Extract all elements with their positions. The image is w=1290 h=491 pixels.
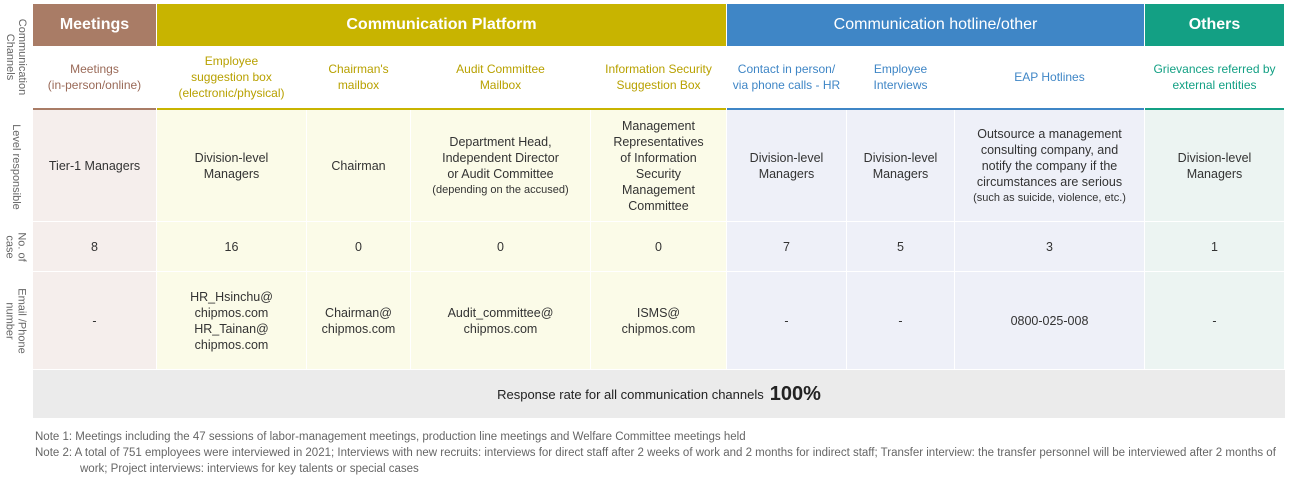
note-1: Note 1: Meetings including the 47 sessio… — [35, 431, 746, 443]
case-count: 16 — [157, 222, 306, 271]
group-header-communication-platform: Communication Platform — [157, 4, 726, 46]
row-label-cases: No. of case — [3, 232, 28, 262]
level-text: Division-level Managers — [1177, 150, 1252, 181]
case-count: 0 — [307, 222, 410, 271]
row-label-level: Level responsible — [10, 124, 22, 210]
contact-info: - — [1145, 272, 1284, 369]
case-count: 1 — [1145, 222, 1284, 271]
level-text: Outsource a management consulting compan… — [976, 126, 1123, 189]
response-rate-label: Response rate for all communication chan… — [497, 386, 764, 402]
case-count: 8 — [33, 222, 156, 271]
channel-name: Employee suggestion box (electronic/phys… — [178, 53, 285, 100]
response-rate-value: 100% — [769, 382, 821, 405]
channel-name: Chairman's mailbox — [328, 61, 389, 92]
level-responsible: Division-level Managers — [727, 110, 846, 221]
level-responsible: Management Representatives of Informatio… — [591, 110, 726, 221]
channel-name: EAP Hotlines — [1014, 69, 1085, 84]
contact-info: 0800-025-008 — [955, 272, 1144, 369]
level-responsible: Division-level Managers — [1145, 110, 1284, 221]
case-count: 0 — [411, 222, 590, 271]
row-label-contact: Email /Phone number — [4, 288, 28, 354]
level-text: Chairman — [331, 158, 386, 173]
response-rate-bar: Response rate for all communication chan… — [33, 370, 1285, 418]
level-responsible: Division-level Managers — [847, 110, 954, 221]
channel-name: Audit Committee Mailbox — [456, 61, 545, 92]
contact-info: - — [727, 272, 846, 369]
channel-name: Employee Interviews — [873, 61, 928, 92]
level-note: (such as suicide, violence, etc.) — [973, 191, 1126, 204]
row-label-channels: Communication Channels — [4, 18, 29, 96]
level-responsible: Division-level Managers — [157, 110, 306, 221]
group-header-meetings: Meetings — [33, 4, 156, 46]
level-text: Management Representatives of Informatio… — [613, 118, 704, 213]
case-count: 0 — [591, 222, 726, 271]
footnotes: Note 1: Meetings including the 47 sessio… — [35, 429, 1287, 477]
channel-name: Grievances referred by external entities — [1153, 61, 1276, 92]
group-divider-hotline — [727, 108, 1144, 110]
level-text: Division-level Managers — [749, 150, 824, 181]
level-responsible: Chairman — [307, 110, 410, 221]
group-divider-platform — [157, 108, 726, 110]
group-divider-meetings — [33, 108, 156, 110]
level-text: Department Head, Independent Director or… — [442, 134, 559, 181]
level-note: (depending on the accused) — [432, 183, 569, 196]
row-labels: Communication Channels Level responsible… — [0, 0, 32, 420]
channel-name: Meetings (in-person/online) — [47, 61, 142, 92]
contact-info: ISMS@ chipmos.com — [591, 272, 726, 369]
contact-info: - — [33, 272, 156, 369]
group-header-others: Others — [1145, 4, 1284, 46]
case-count: 7 — [727, 222, 846, 271]
level-responsible: Department Head, Independent Director or… — [411, 110, 590, 221]
level-responsible: Outsource a management consulting compan… — [955, 110, 1144, 221]
group-header-communication-hotline: Communication hotline/other — [727, 4, 1144, 46]
contact-info: Audit_committee@ chipmos.com — [411, 272, 590, 369]
contact-info: - — [847, 272, 954, 369]
case-count: 5 — [847, 222, 954, 271]
case-count: 3 — [955, 222, 1144, 271]
contact-info: Chairman@ chipmos.com — [307, 272, 410, 369]
channel-name: Contact in person/ via phone calls - HR — [732, 61, 841, 92]
level-text: Tier-1 Managers — [48, 158, 141, 173]
group-divider-others — [1145, 108, 1284, 110]
contact-info: HR_Hsinchu@ chipmos.com HR_Tainan@ chipm… — [157, 272, 306, 369]
level-text: Division-level Managers — [194, 150, 269, 181]
level-responsible: Tier-1 Managers — [33, 110, 156, 221]
note-2: Note 2: A total of 751 employees were in… — [35, 447, 1276, 475]
channel-name: Information Security Suggestion Box — [605, 61, 712, 92]
level-text: Division-level Managers — [863, 150, 938, 181]
